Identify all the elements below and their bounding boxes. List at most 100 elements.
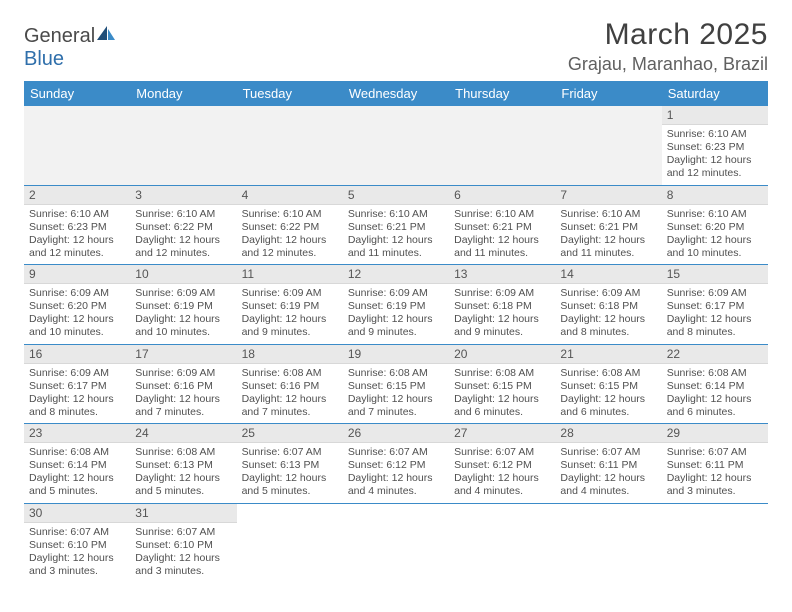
daylight-line: Daylight: 12 hours and 12 minutes. — [242, 234, 338, 260]
day-info: Sunrise: 6:07 AMSunset: 6:12 PMDaylight:… — [343, 443, 449, 503]
daylight-line: Daylight: 12 hours and 9 minutes. — [348, 313, 444, 339]
calendar-table: SundayMondayTuesdayWednesdayThursdayFrid… — [24, 81, 768, 582]
sunset-line: Sunset: 6:19 PM — [348, 300, 444, 313]
sunrise-line: Sunrise: 6:09 AM — [560, 287, 656, 300]
sunset-line: Sunset: 6:19 PM — [242, 300, 338, 313]
calendar-day: 15Sunrise: 6:09 AMSunset: 6:17 PMDayligh… — [662, 265, 768, 345]
sunrise-line: Sunrise: 6:10 AM — [242, 208, 338, 221]
sunset-line: Sunset: 6:22 PM — [135, 221, 231, 234]
calendar-blank — [449, 106, 555, 185]
day-header: Thursday — [449, 81, 555, 106]
sunrise-line: Sunrise: 6:08 AM — [135, 446, 231, 459]
sunset-line: Sunset: 6:20 PM — [29, 300, 125, 313]
sunset-line: Sunset: 6:13 PM — [135, 459, 231, 472]
day-info: Sunrise: 6:10 AMSunset: 6:22 PMDaylight:… — [130, 205, 236, 265]
sunset-line: Sunset: 6:18 PM — [560, 300, 656, 313]
calendar-day: 16Sunrise: 6:09 AMSunset: 6:17 PMDayligh… — [24, 344, 130, 424]
daylight-line: Daylight: 12 hours and 3 minutes. — [135, 552, 231, 578]
sunset-line: Sunset: 6:14 PM — [667, 380, 763, 393]
calendar-week: 23Sunrise: 6:08 AMSunset: 6:14 PMDayligh… — [24, 424, 768, 504]
day-header: Sunday — [24, 81, 130, 106]
brand-part2: Blue — [24, 48, 64, 70]
month-title: March 2025 — [568, 18, 768, 52]
sunrise-line: Sunrise: 6:07 AM — [135, 526, 231, 539]
day-number: 28 — [555, 424, 661, 443]
daylight-line: Daylight: 12 hours and 4 minutes. — [348, 472, 444, 498]
day-info: Sunrise: 6:09 AMSunset: 6:20 PMDaylight:… — [24, 284, 130, 344]
day-number: 7 — [555, 186, 661, 205]
daylight-line: Daylight: 12 hours and 4 minutes. — [454, 472, 550, 498]
day-info: Sunrise: 6:10 AMSunset: 6:21 PMDaylight:… — [343, 205, 449, 265]
sunrise-line: Sunrise: 6:08 AM — [348, 367, 444, 380]
sunset-line: Sunset: 6:18 PM — [454, 300, 550, 313]
calendar-blank — [449, 503, 555, 582]
calendar-day: 21Sunrise: 6:08 AMSunset: 6:15 PMDayligh… — [555, 344, 661, 424]
day-number: 3 — [130, 186, 236, 205]
calendar-blank — [24, 106, 130, 185]
day-header: Saturday — [662, 81, 768, 106]
sunset-line: Sunset: 6:16 PM — [242, 380, 338, 393]
day-info: Sunrise: 6:10 AMSunset: 6:23 PMDaylight:… — [24, 205, 130, 265]
sunset-line: Sunset: 6:10 PM — [135, 539, 231, 552]
location: Grajau, Maranhao, Brazil — [568, 54, 768, 75]
day-number: 2 — [24, 186, 130, 205]
sunset-line: Sunset: 6:11 PM — [667, 459, 763, 472]
sunset-line: Sunset: 6:23 PM — [29, 221, 125, 234]
header: GeneralBlue March 2025 Grajau, Maranhao,… — [24, 18, 768, 75]
sunset-line: Sunset: 6:16 PM — [135, 380, 231, 393]
calendar-blank — [237, 106, 343, 185]
calendar-day: 31 Sunrise: 6:07 AMSunset: 6:10 PMDayligh… — [130, 503, 236, 582]
sunrise-line: Sunrise: 6:07 AM — [667, 446, 763, 459]
calendar-week: 2Sunrise: 6:10 AMSunset: 6:23 PMDaylight… — [24, 185, 768, 265]
day-info: Sunrise: 6:09 AMSunset: 6:19 PMDaylight:… — [130, 284, 236, 344]
day-info: Sunrise: 6:09 AMSunset: 6:19 PMDaylight:… — [237, 284, 343, 344]
sunset-line: Sunset: 6:13 PM — [242, 459, 338, 472]
daylight-line: Daylight: 12 hours and 8 minutes. — [560, 313, 656, 339]
day-info: Sunrise: 6:09 AMSunset: 6:17 PMDaylight:… — [24, 364, 130, 424]
sunset-line: Sunset: 6:15 PM — [560, 380, 656, 393]
calendar-blank — [130, 106, 236, 185]
sunset-line: Sunset: 6:20 PM — [667, 221, 763, 234]
sunrise-line: Sunrise: 6:09 AM — [348, 287, 444, 300]
daylight-line: Daylight: 12 hours and 7 minutes. — [348, 393, 444, 419]
brand-part1: General — [24, 25, 95, 47]
day-number: 31 — [130, 504, 236, 523]
sunrise-line: Sunrise: 6:09 AM — [135, 287, 231, 300]
daylight-line: Daylight: 12 hours and 7 minutes. — [135, 393, 231, 419]
calendar-day: 14Sunrise: 6:09 AMSunset: 6:18 PMDayligh… — [555, 265, 661, 345]
day-number: 4 — [237, 186, 343, 205]
day-number: 26 — [343, 424, 449, 443]
daylight-line: Daylight: 12 hours and 10 minutes. — [135, 313, 231, 339]
calendar-day: 13Sunrise: 6:09 AMSunset: 6:18 PMDayligh… — [449, 265, 555, 345]
sunrise-line: Sunrise: 6:07 AM — [454, 446, 550, 459]
calendar-day: 18Sunrise: 6:08 AMSunset: 6:16 PMDayligh… — [237, 344, 343, 424]
day-info: Sunrise: 6:10 AMSunset: 6:22 PMDaylight:… — [237, 205, 343, 265]
day-info: Sunrise: 6:07 AMSunset: 6:13 PMDaylight:… — [237, 443, 343, 503]
day-header: Monday — [130, 81, 236, 106]
sunrise-line: Sunrise: 6:09 AM — [242, 287, 338, 300]
sunrise-line: Sunrise: 6:10 AM — [560, 208, 656, 221]
calendar-day: 26Sunrise: 6:07 AMSunset: 6:12 PMDayligh… — [343, 424, 449, 504]
daylight-line: Daylight: 12 hours and 6 minutes. — [454, 393, 550, 419]
sunset-line: Sunset: 6:21 PM — [560, 221, 656, 234]
day-number: 15 — [662, 265, 768, 284]
day-info: Sunrise: 6:09 AMSunset: 6:18 PMDaylight:… — [449, 284, 555, 344]
daylight-line: Daylight: 12 hours and 11 minutes. — [560, 234, 656, 260]
calendar-day: 5Sunrise: 6:10 AMSunset: 6:21 PMDaylight… — [343, 185, 449, 265]
day-number: 16 — [24, 345, 130, 364]
sunset-line: Sunset: 6:23 PM — [667, 141, 763, 154]
daylight-line: Daylight: 12 hours and 6 minutes. — [560, 393, 656, 419]
calendar-week: 16Sunrise: 6:09 AMSunset: 6:17 PMDayligh… — [24, 344, 768, 424]
sunset-line: Sunset: 6:17 PM — [29, 380, 125, 393]
daylight-line: Daylight: 12 hours and 12 minutes. — [135, 234, 231, 260]
calendar-day: 11Sunrise: 6:09 AMSunset: 6:19 PMDayligh… — [237, 265, 343, 345]
day-header: Friday — [555, 81, 661, 106]
sunset-line: Sunset: 6:14 PM — [29, 459, 125, 472]
day-info: Sunrise: 6:08 AMSunset: 6:14 PMDaylight:… — [24, 443, 130, 503]
sunrise-line: Sunrise: 6:09 AM — [454, 287, 550, 300]
calendar-day: 19Sunrise: 6:08 AMSunset: 6:15 PMDayligh… — [343, 344, 449, 424]
day-info: Sunrise: 6:10 AMSunset: 6:21 PMDaylight:… — [555, 205, 661, 265]
daylight-line: Daylight: 12 hours and 3 minutes. — [667, 472, 763, 498]
daylight-line: Daylight: 12 hours and 3 minutes. — [29, 552, 125, 578]
day-number: 17 — [130, 345, 236, 364]
